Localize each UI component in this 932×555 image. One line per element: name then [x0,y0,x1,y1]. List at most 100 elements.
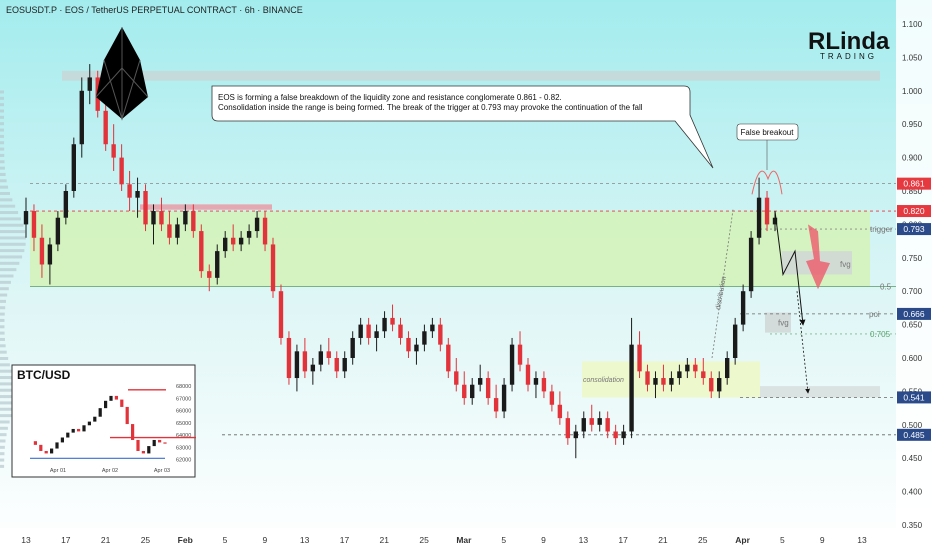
inset-candle [44,450,48,454]
candle-body [645,371,650,385]
volume-profile-bar [0,382,16,386]
chart-title: EOSUSDT.P · EOS / TetherUS PERPETUAL CON… [6,5,303,15]
candle-body [581,418,586,432]
x-tick-label: 13 [300,535,310,545]
inset-y-tick: 68000 [176,384,191,390]
brand-sub: TRADING [820,52,877,61]
inset-candle [66,432,70,438]
volume-profile-bar [0,388,16,392]
inset-y-tick: 63000 [176,445,191,451]
volume-profile-bar [0,350,7,354]
candle-body [302,351,308,372]
candle-body [238,237,244,245]
volume-profile-bar [0,369,12,373]
price-badge-label: 0.820 [903,206,925,216]
inset-title: BTC/USD [17,368,71,382]
inset-candle [131,424,135,440]
resistance-marker-zone [140,204,272,210]
volume-profile-bar [0,407,14,411]
time-axis [0,528,896,550]
candle-body [366,324,371,338]
fvg-upper-label: fvg [840,260,851,269]
candle-body [573,431,578,439]
candle-body [430,324,435,332]
inset-x-tick: Apr 02 [102,468,118,474]
false-breakout-label: False breakout [741,128,795,137]
candle-body [334,358,339,372]
candle-body [701,371,706,379]
volume-profile-bar [0,122,5,126]
candle-body [398,324,403,338]
volume-profile-bar [0,325,5,329]
x-tick-label: 21 [658,535,668,545]
candle-body [55,217,61,245]
volume-profile-bar [0,299,6,303]
candle-body [541,378,547,392]
volume-profile-bar [0,192,10,196]
candle-body [230,237,236,245]
candle-body [509,344,515,385]
x-tick-label: 9 [262,535,267,545]
candle-body [589,418,594,425]
inset-candle [152,439,156,447]
price-badge [897,177,931,190]
candle-body [438,324,443,345]
x-tick-label: 5 [780,535,785,545]
y-tick-label: 0.650 [902,321,923,330]
inset-y-tick: 62000 [176,458,191,464]
x-tick-label: 5 [223,535,228,545]
x-tick-label: 13 [857,535,867,545]
candle-body [414,344,419,352]
candle-body [653,378,658,385]
y-tick-label: 1.000 [902,87,923,96]
candle-body [207,271,212,278]
candle-body [764,197,770,225]
candle-body [326,351,331,358]
inset-candle [93,416,97,422]
price-badge-label: 0.861 [903,179,925,189]
x-tick-label: 25 [419,535,429,545]
y-tick-label: 0.400 [902,488,923,497]
false-breakout-marker [751,170,783,195]
volume-profile-bar [0,344,6,348]
volume-profile-bar [0,96,5,100]
volume-profile-bar [0,160,5,164]
volume-profile-bar [0,401,15,405]
candle-body [661,378,666,385]
volume-profile-bar [0,115,5,119]
y-tick-label: 0.750 [902,254,923,263]
candle-body [772,217,778,225]
candle-body [119,157,124,185]
candle-body [685,364,690,372]
inset-candle [141,450,145,454]
volume-profile-bar [0,293,8,297]
candle-body [382,317,387,332]
x-tick-label: 9 [541,535,546,545]
candle-body [525,364,531,385]
x-tick-label: 9 [820,535,825,545]
x-tick-label: Feb [178,535,193,545]
inset-candle [39,444,43,451]
candle-body [390,317,395,325]
candle-body [143,191,148,225]
false-breakout-callout: False breakout [736,123,799,170]
volume-profile-bar [0,363,10,367]
candle-body [175,224,180,238]
inset-candle [125,406,129,425]
y-tick-label: 0.350 [902,521,923,530]
projection-path [774,210,806,326]
x-tick-label: 5 [501,535,506,545]
brand-logo: RLinda TRADING [808,28,890,61]
candle-body [677,371,682,379]
inset-candle [71,428,75,433]
volume-profile-bar [0,439,6,443]
candle-body [621,431,626,439]
candle-body [262,217,268,245]
candle-body [517,344,523,365]
candle-body [270,244,276,292]
price-badge-label: 0.485 [903,430,925,440]
candle-body [223,237,228,252]
volume-profile-bar [0,318,5,322]
volume-profile-bar [0,109,5,113]
